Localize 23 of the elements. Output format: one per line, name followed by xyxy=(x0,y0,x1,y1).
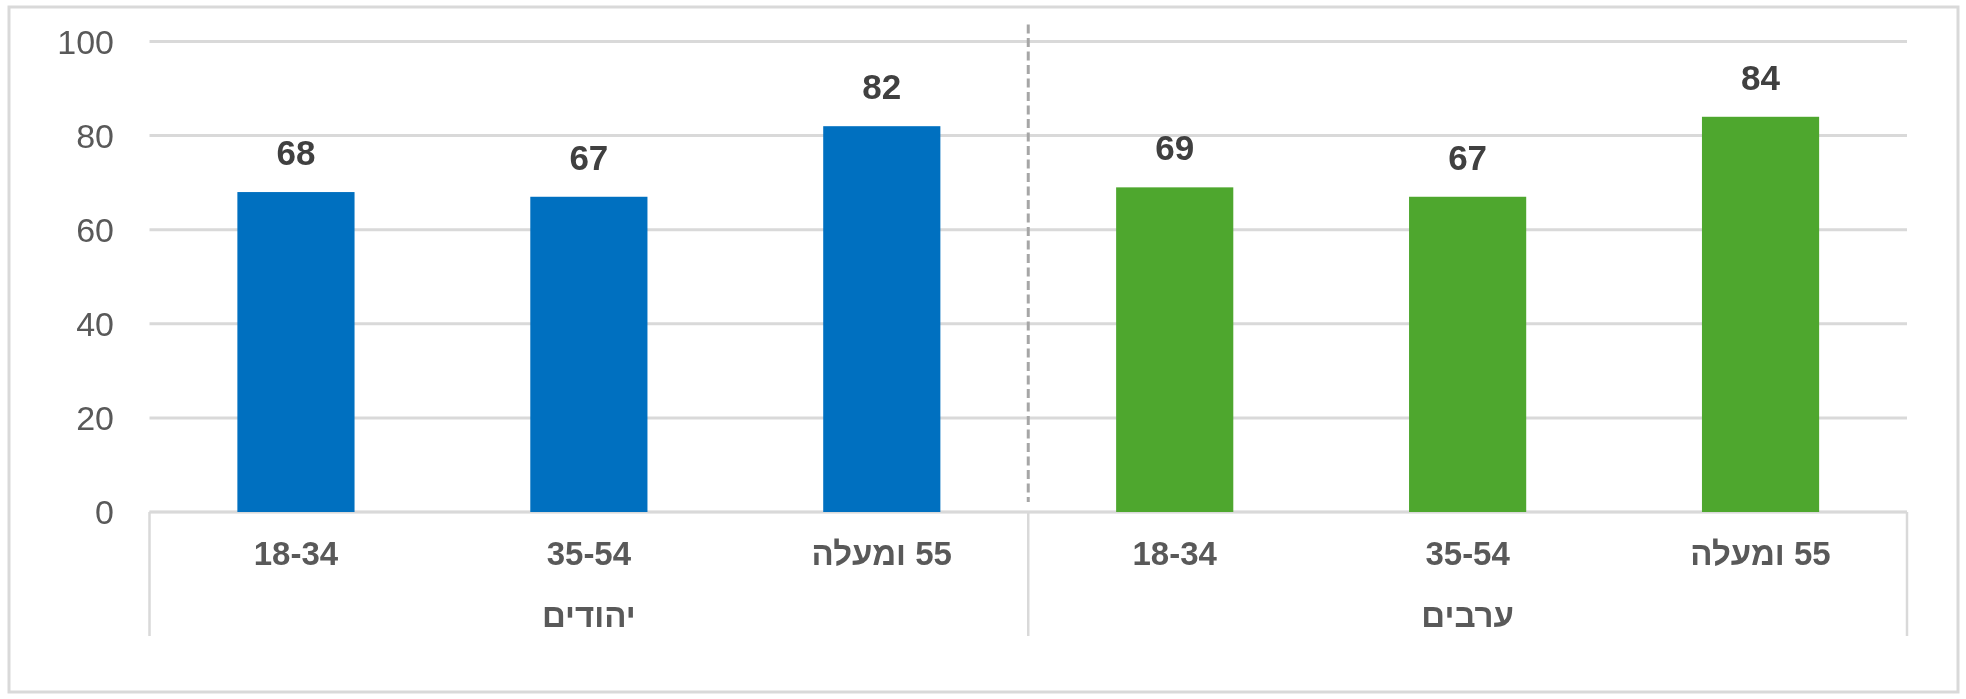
x-tick-label: 55 ומעלה xyxy=(811,535,952,572)
y-tick-label: 40 xyxy=(76,304,114,343)
y-tick-label: 80 xyxy=(76,116,114,155)
data-label: 67 xyxy=(1448,137,1488,177)
bar xyxy=(823,126,941,512)
x-tick-label: 35-54 xyxy=(546,535,632,572)
data-label: 69 xyxy=(1155,128,1195,168)
x-tick-label: 18-34 xyxy=(1132,535,1218,572)
x-tick-label: 55 ומעלה xyxy=(1690,535,1831,572)
data-label: 82 xyxy=(862,67,902,107)
y-tick-label: 100 xyxy=(57,22,114,61)
x-axis-title: ערבים xyxy=(1421,597,1514,634)
x-tick-label: 35-54 xyxy=(1425,535,1511,572)
x-axis-title: יהודים xyxy=(541,597,636,634)
data-label: 84 xyxy=(1741,57,1781,97)
bar xyxy=(530,196,648,512)
data-label: 67 xyxy=(569,137,609,177)
y-tick-label: 0 xyxy=(95,493,114,531)
y-tick-label: 20 xyxy=(76,398,114,437)
data-label: 68 xyxy=(276,133,316,173)
bar xyxy=(237,192,355,512)
y-tick-label: 60 xyxy=(76,210,114,249)
x-tick-label: 18-34 xyxy=(253,535,339,572)
